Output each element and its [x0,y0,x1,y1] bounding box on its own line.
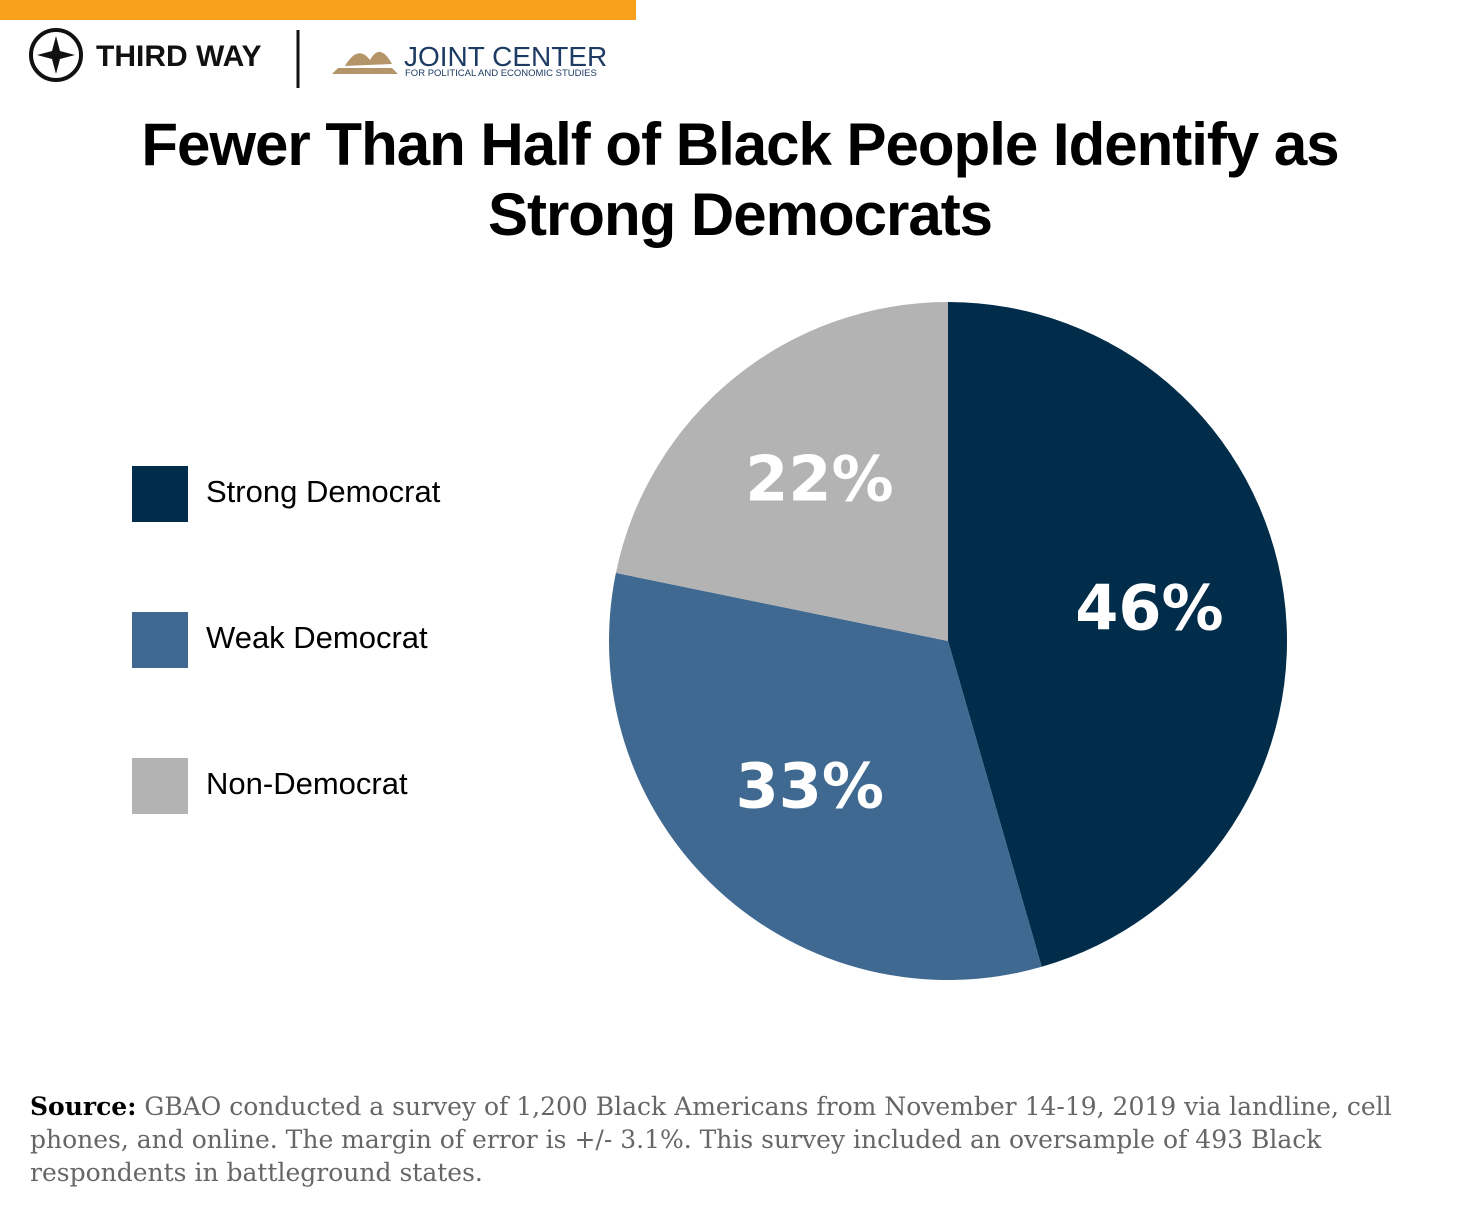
chart-title: Fewer Than Half of Black People Identify… [141,111,1339,248]
legend-label: Strong Democrat [206,474,441,509]
legend-label: Weak Democrat [206,620,428,655]
legend-swatch [132,466,188,522]
brand: THIRD WAY [96,40,262,73]
logos: THIRD WAY JOINT CENTER FOR POLITICAL AND… [29,28,607,88]
partner-icon [332,51,398,74]
value-label: 33% [736,749,884,822]
source-note: Source: GBAO conducted a survey of 1,200… [30,1090,1410,1189]
value-label: 46% [1075,572,1223,645]
source-label: Source: [30,1092,137,1121]
pie-slice [948,302,1287,967]
legend-swatch [132,758,188,814]
compass-star [37,36,75,74]
compass-icon [29,28,83,82]
pie-slice [615,302,948,641]
value-label: 22% [745,442,893,515]
pie-chart: 46% 33% 22% [609,302,1287,980]
source-text: GBAO conducted a survey of 1,200 Black A… [30,1092,1392,1187]
legend-swatch [132,612,188,668]
partner-subtitle: FOR POLITICAL AND ECONOMIC STUDIES [405,68,597,79]
pie-slice [609,572,1042,980]
partner: JOINT CENTER [404,41,607,72]
legend-label: Non-Democrat [206,766,408,801]
top-bar [0,0,636,20]
